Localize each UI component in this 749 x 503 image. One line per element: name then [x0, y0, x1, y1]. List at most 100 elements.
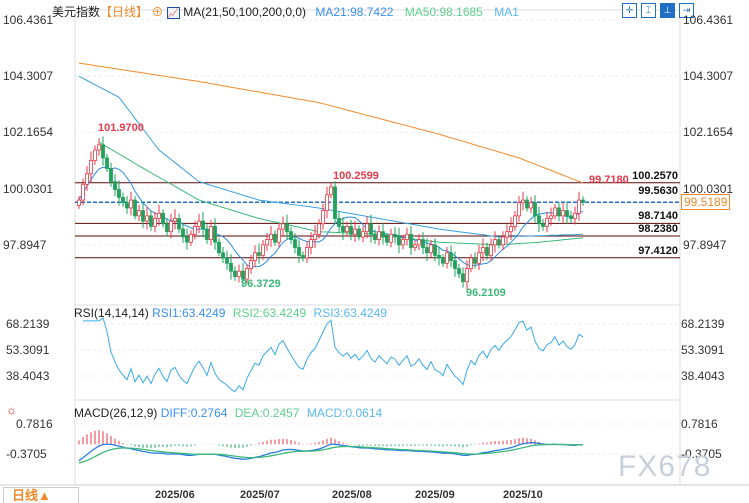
candle[interactable] — [549, 215, 553, 219]
candle[interactable] — [157, 212, 161, 219]
candle[interactable] — [389, 233, 393, 243]
candle[interactable] — [221, 252, 225, 259]
candle[interactable] — [301, 254, 305, 259]
candle[interactable] — [469, 257, 473, 269]
candle[interactable] — [385, 236, 389, 243]
candle[interactable] — [133, 199, 137, 217]
candle[interactable] — [257, 252, 261, 256]
candle[interactable] — [381, 231, 385, 238]
measure-icon[interactable]: ⊥ — [660, 3, 675, 18]
candle[interactable] — [197, 220, 201, 227]
candle[interactable] — [125, 202, 129, 209]
candle[interactable] — [85, 173, 89, 185]
candle[interactable] — [173, 218, 177, 222]
candle[interactable] — [541, 223, 545, 227]
candle[interactable] — [437, 254, 441, 259]
candle[interactable] — [317, 223, 321, 235]
candle[interactable] — [261, 244, 265, 256]
candle[interactable] — [153, 218, 157, 227]
candle[interactable] — [101, 144, 105, 159]
candle[interactable] — [209, 226, 213, 240]
candle[interactable] — [433, 244, 437, 256]
candle[interactable] — [113, 181, 117, 190]
candle[interactable] — [465, 268, 469, 283]
candle[interactable] — [417, 239, 421, 246]
candle[interactable] — [237, 270, 241, 277]
candle[interactable] — [249, 260, 253, 269]
candle[interactable] — [533, 202, 537, 217]
candle[interactable] — [305, 247, 309, 259]
candle[interactable] — [109, 168, 113, 183]
candle[interactable] — [457, 268, 461, 275]
candle[interactable] — [477, 252, 481, 264]
candle[interactable] — [505, 231, 509, 238]
candle[interactable] — [117, 189, 121, 198]
candle[interactable] — [177, 218, 181, 230]
candle[interactable] — [217, 241, 221, 254]
candle[interactable] — [297, 247, 301, 256]
candle[interactable] — [517, 202, 521, 217]
candle[interactable] — [269, 233, 273, 240]
candle[interactable] — [425, 247, 429, 254]
candle[interactable] — [345, 226, 349, 233]
candle[interactable] — [565, 210, 569, 217]
candle[interactable] — [189, 233, 193, 243]
candle[interactable] — [289, 231, 293, 240]
candle[interactable] — [229, 262, 233, 272]
candle[interactable] — [145, 215, 149, 222]
candle[interactable] — [193, 226, 197, 235]
candle[interactable] — [401, 239, 405, 246]
candle[interactable] — [169, 220, 173, 233]
crosshair-icon[interactable]: ✛ — [622, 3, 637, 18]
candle[interactable] — [313, 233, 317, 240]
candle[interactable] — [165, 223, 169, 233]
candle[interactable] — [513, 215, 517, 227]
candle[interactable] — [509, 226, 513, 233]
candle[interactable] — [373, 233, 377, 240]
period-label[interactable]: 【日线】 — [100, 5, 149, 19]
candle[interactable] — [245, 268, 249, 280]
candle[interactable] — [461, 273, 465, 283]
candle[interactable] — [421, 239, 425, 248]
candle[interactable] — [241, 270, 245, 280]
candle[interactable] — [361, 231, 365, 238]
candle[interactable] — [205, 228, 209, 240]
candle[interactable] — [201, 220, 205, 230]
candle[interactable] — [321, 210, 325, 225]
candle[interactable] — [573, 212, 577, 219]
candle[interactable] — [265, 239, 269, 246]
candle[interactable] — [569, 215, 573, 219]
candle[interactable] — [409, 233, 413, 248]
candle[interactable] — [445, 252, 449, 264]
candle[interactable] — [413, 244, 417, 248]
candle[interactable] — [365, 223, 369, 233]
candle[interactable] — [105, 157, 109, 169]
add-indicator-icon[interactable]: ⊕ — [151, 5, 164, 19]
candle[interactable] — [497, 239, 501, 246]
candle[interactable] — [485, 247, 489, 256]
candle[interactable] — [293, 239, 297, 248]
candle[interactable] — [441, 257, 445, 264]
candle[interactable] — [341, 226, 345, 233]
candle[interactable] — [349, 226, 353, 235]
exit-icon[interactable]: ⇥ — [679, 3, 694, 18]
indicator-chart-icon[interactable]: 📈 — [166, 7, 180, 19]
candle[interactable] — [577, 199, 581, 214]
candle[interactable] — [329, 186, 333, 196]
candle[interactable] — [521, 199, 525, 204]
candle[interactable] — [493, 239, 497, 246]
settings-sun-icon[interactable]: ☼ — [6, 403, 17, 417]
candle[interactable] — [81, 183, 85, 201]
candle[interactable] — [333, 186, 337, 219]
candle[interactable] — [561, 210, 565, 217]
candle[interactable] — [529, 202, 533, 209]
candle[interactable] — [225, 257, 229, 264]
candle[interactable] — [93, 149, 97, 161]
macd-label[interactable]: MACD(26,12,9) — [74, 406, 158, 420]
candle[interactable] — [481, 247, 485, 254]
candle[interactable] — [149, 215, 153, 227]
range-icon[interactable]: ⌶ — [641, 3, 656, 18]
candle[interactable] — [353, 228, 357, 235]
candle[interactable] — [537, 215, 541, 225]
candle[interactable] — [161, 212, 165, 225]
